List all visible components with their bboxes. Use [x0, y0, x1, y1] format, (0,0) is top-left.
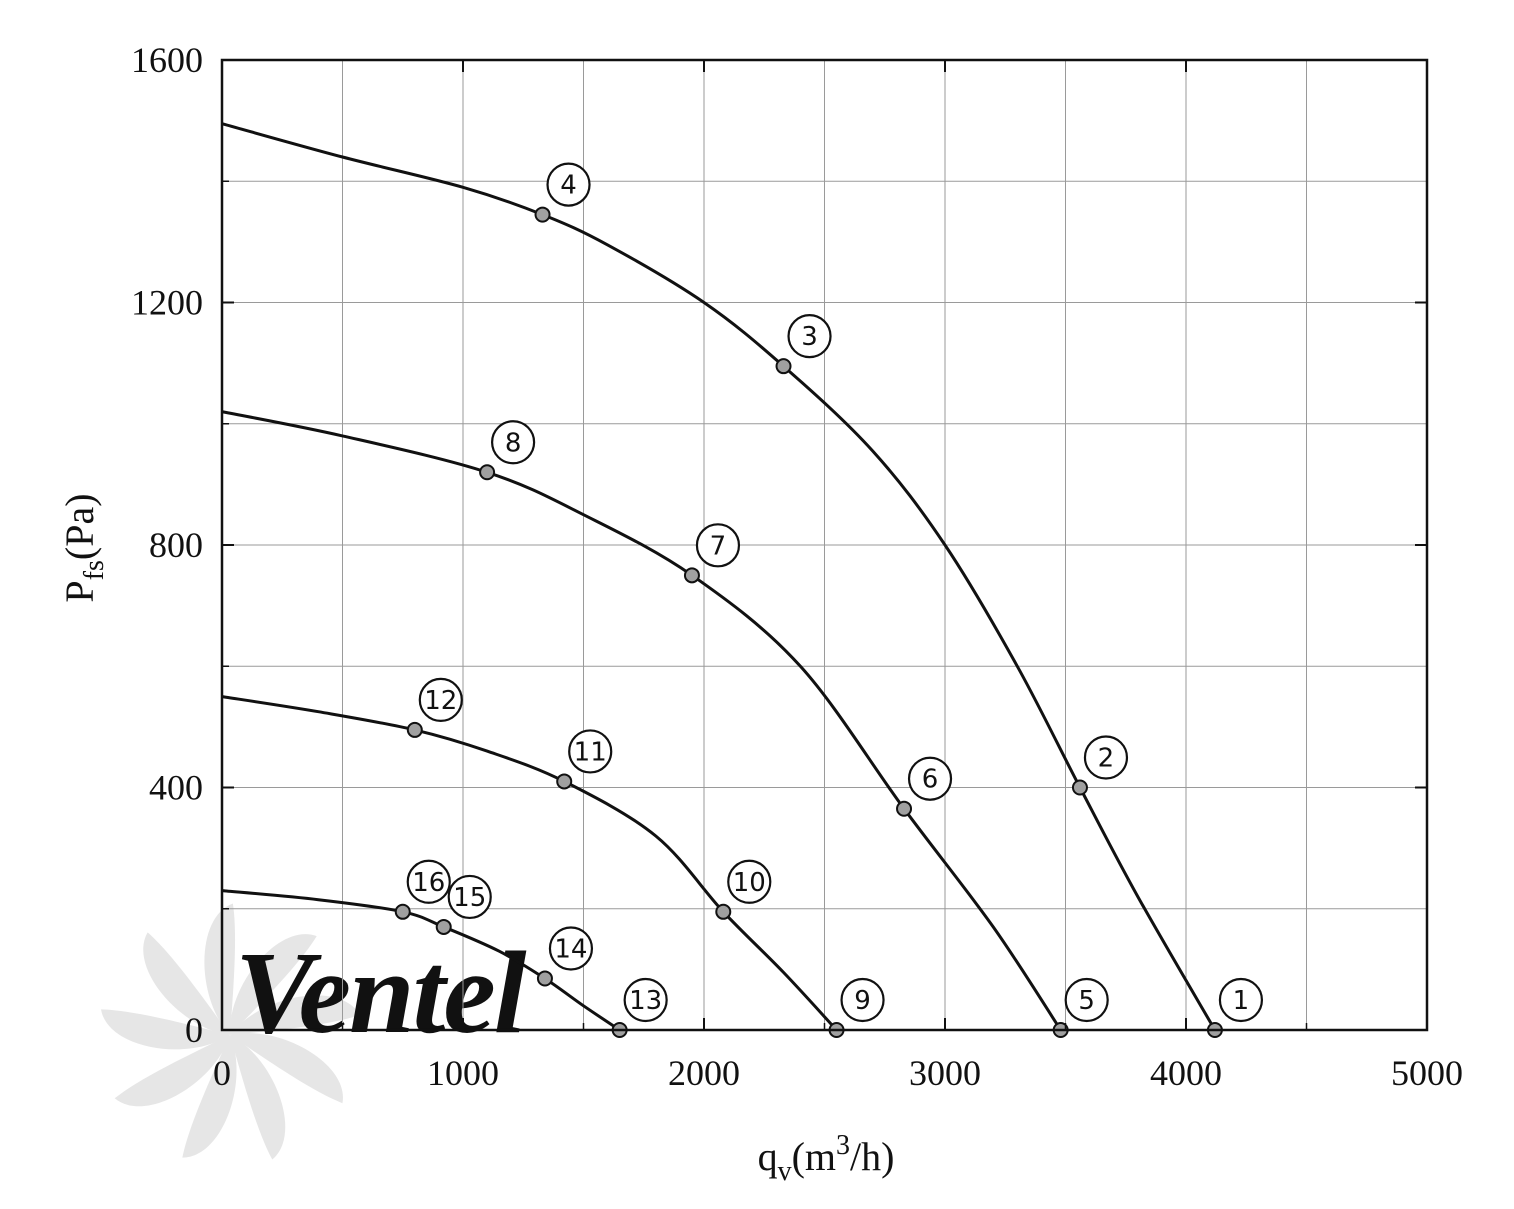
point-label-circle-7	[695, 523, 741, 568]
watermark-fan-blade	[204, 903, 236, 1035]
watermark-fan-icon	[100, 903, 360, 1160]
point-label-circle-16	[406, 859, 451, 904]
x-axis-label-unit-open: (m	[792, 1134, 836, 1179]
point-label-circle-9	[840, 977, 885, 1023]
point-label-10: 10	[733, 868, 766, 898]
data-point-11	[556, 773, 573, 790]
grid	[222, 60, 1427, 1030]
point-label-13: 13	[629, 986, 662, 1016]
data-point-6	[896, 800, 913, 817]
point-label-circle-15	[447, 874, 492, 920]
watermark-text: Ventel	[235, 927, 527, 1058]
point-label-circle-12	[418, 677, 463, 723]
data-point-12	[406, 721, 423, 738]
x-tick-label: 3000	[909, 1053, 981, 1093]
point-label-circle-13	[623, 977, 668, 1023]
watermark-fan-blade	[230, 1033, 343, 1104]
data-point-7	[683, 567, 700, 584]
point-label-11: 11	[574, 737, 607, 767]
point-label-circle-10	[727, 859, 772, 904]
data-point-16	[394, 903, 411, 920]
watermark-fan-blade	[182, 1035, 237, 1158]
y-tick-label: 400	[149, 768, 203, 808]
point-label-circle-11	[568, 729, 613, 774]
watermark-fan-blade	[100, 1009, 230, 1050]
x-tick-label: 5000	[1391, 1053, 1463, 1093]
watermark-fan-blade	[230, 1035, 286, 1160]
y-axis-label-main: P	[57, 580, 102, 602]
point-label-14: 14	[554, 934, 587, 964]
point-label-circle-2	[1083, 735, 1129, 780]
point-label-circle-14	[548, 926, 594, 971]
point-label-9: 9	[854, 986, 871, 1016]
point-label-circle-4	[546, 162, 591, 207]
point-label-4: 4	[560, 171, 577, 201]
x-axis-label: qv(m3/h)	[758, 1130, 895, 1187]
axis-ticks: 0 1000 2000 3000 4000 5000 0 400 800 1200 1600	[131, 40, 1463, 1093]
watermark-fan-blade	[229, 934, 317, 1035]
point-label-circle-6	[907, 756, 953, 801]
series-line-1	[221, 122, 1217, 1031]
y-tick-label: 1200	[131, 283, 203, 323]
data-point-3	[775, 358, 792, 375]
point-label-1: 1	[1233, 986, 1250, 1016]
watermark-fan-blade	[143, 932, 230, 1035]
point-label-5: 5	[1078, 986, 1095, 1016]
series-line-4	[221, 889, 621, 1032]
data-point-14	[536, 970, 553, 987]
point-label-6: 6	[922, 765, 939, 795]
y-tick-label: 800	[149, 525, 203, 565]
watermark-fan-blade	[230, 995, 360, 1035]
x-tick-label: 1000	[427, 1053, 499, 1093]
point-label-circle-5	[1064, 977, 1109, 1023]
point-label-circle-1	[1218, 977, 1264, 1023]
data-point-15	[435, 918, 452, 935]
point-label-8: 8	[505, 428, 522, 458]
y-tick-label: 0	[185, 1010, 203, 1050]
point-label-circle-3	[787, 314, 832, 359]
watermark: Ventel	[100, 903, 529, 1160]
point-label-circle-8	[490, 420, 536, 465]
point-label-15: 15	[453, 883, 486, 913]
y-axis-label: Pfs(Pa)	[57, 493, 110, 602]
x-axis-label-sub: v	[778, 1156, 792, 1187]
point-label-12: 12	[424, 686, 457, 716]
y-tick-label: 1600	[131, 40, 203, 80]
x-axis-label-unit-close: /h)	[850, 1134, 894, 1179]
y-axis-label-unit: (Pa)	[57, 493, 102, 560]
x-axis-label-sup: 3	[836, 1130, 850, 1161]
data-point-10	[715, 903, 732, 920]
x-tick-label: 0	[213, 1053, 231, 1093]
x-tick-label: 2000	[668, 1053, 740, 1093]
point-label-3: 3	[801, 322, 818, 352]
point-label-2: 2	[1098, 744, 1115, 774]
point-label-7: 7	[710, 531, 727, 561]
x-tick-label: 4000	[1150, 1053, 1222, 1093]
watermark-fan-blade	[114, 1035, 230, 1107]
point-label-16: 16	[412, 868, 445, 898]
data-point-8	[479, 464, 496, 481]
data-point-4	[534, 206, 551, 223]
data-point-2	[1071, 779, 1088, 796]
x-axis-label-main: q	[758, 1134, 778, 1179]
y-axis-label-sub: fs	[79, 560, 110, 580]
